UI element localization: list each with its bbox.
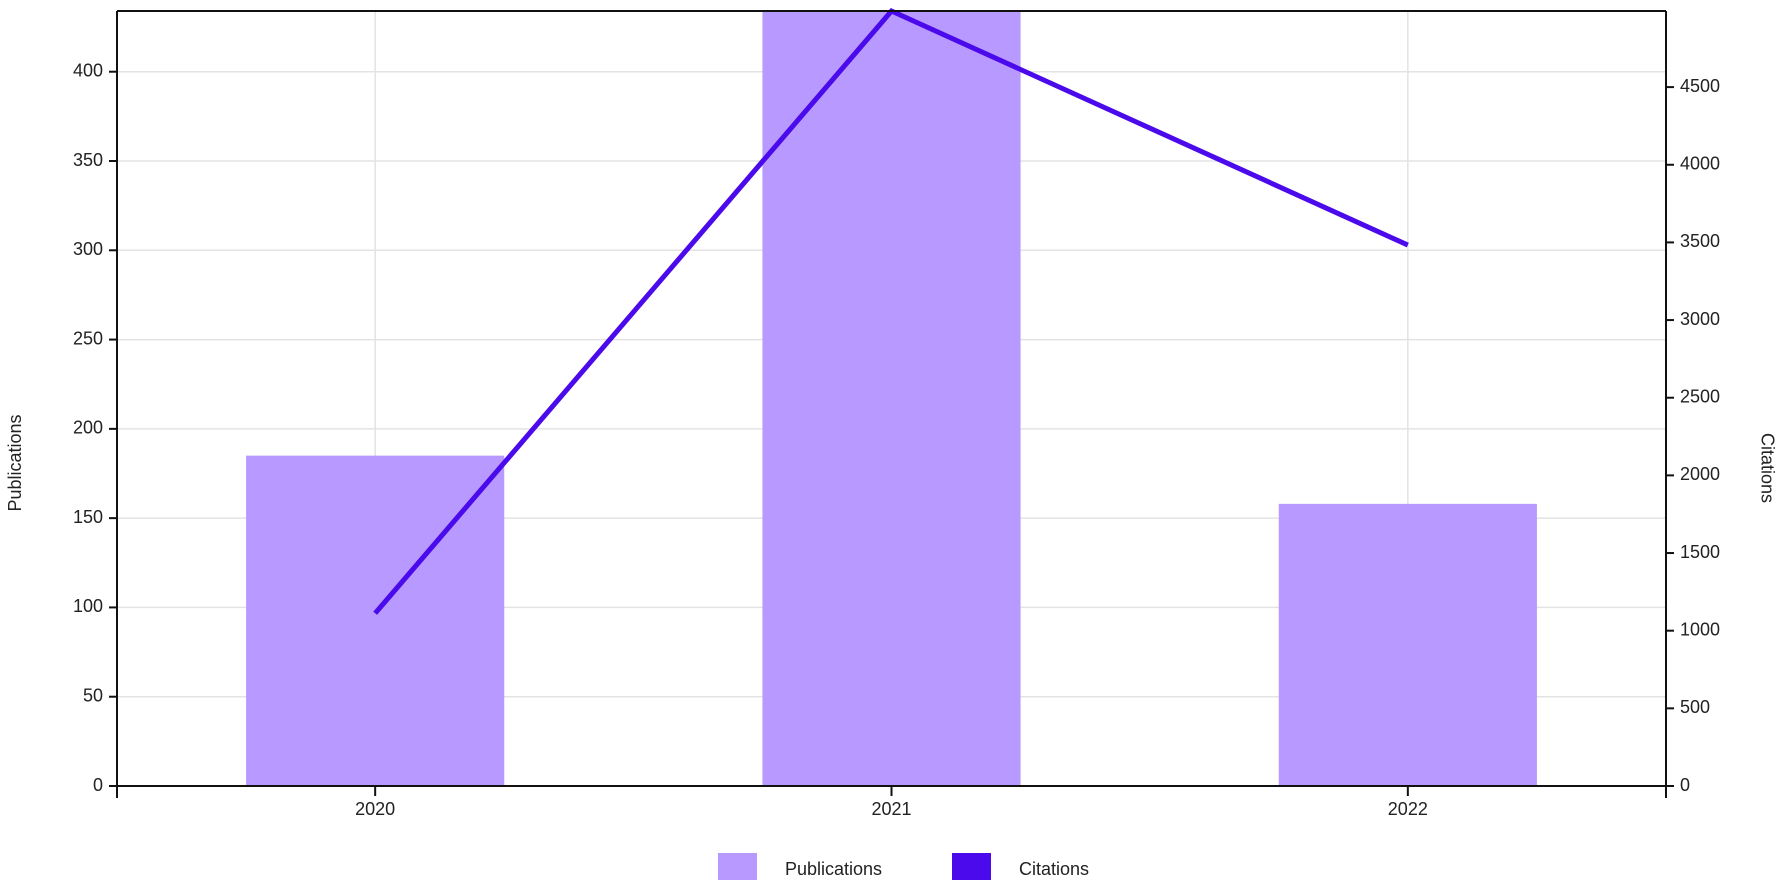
x-tick-label: 2022	[1388, 799, 1428, 819]
y2-tick-label: 3500	[1680, 231, 1720, 251]
y-tick-label: 250	[73, 328, 103, 348]
y-tick-label: 50	[83, 685, 103, 705]
y2-tick-label: 4500	[1680, 76, 1720, 96]
y2-axis-title: Citations	[1757, 433, 1777, 503]
x-tick-label: 2021	[871, 799, 911, 819]
y-tick-label: 200	[73, 418, 103, 438]
bar	[762, 11, 1021, 786]
y2-tick-label: 2500	[1680, 386, 1720, 406]
y-tick-label: 100	[73, 596, 103, 616]
y2-tick-label: 1000	[1680, 619, 1720, 639]
y-axis-title: Publications	[5, 414, 25, 511]
legend-label: Citations	[1019, 859, 1089, 879]
y2-tick-label: 1500	[1680, 542, 1720, 562]
y-tick-label: 300	[73, 239, 103, 259]
y-tick-label: 0	[93, 775, 103, 795]
bar	[1278, 503, 1537, 786]
legend-swatch	[718, 853, 757, 880]
legend-label: Publications	[785, 859, 882, 879]
y2-tick-label: 0	[1680, 775, 1690, 795]
legend-swatch	[952, 853, 991, 880]
y2-tick-label: 500	[1680, 697, 1710, 717]
y2-tick-label: 2000	[1680, 464, 1720, 484]
y-tick-label: 350	[73, 150, 103, 170]
x-tick-label: 2020	[355, 799, 395, 819]
y2-tick-label: 3000	[1680, 309, 1720, 329]
y-tick-label: 150	[73, 507, 103, 527]
y2-tick-label: 4000	[1680, 154, 1720, 174]
y-tick-label: 400	[73, 60, 103, 80]
